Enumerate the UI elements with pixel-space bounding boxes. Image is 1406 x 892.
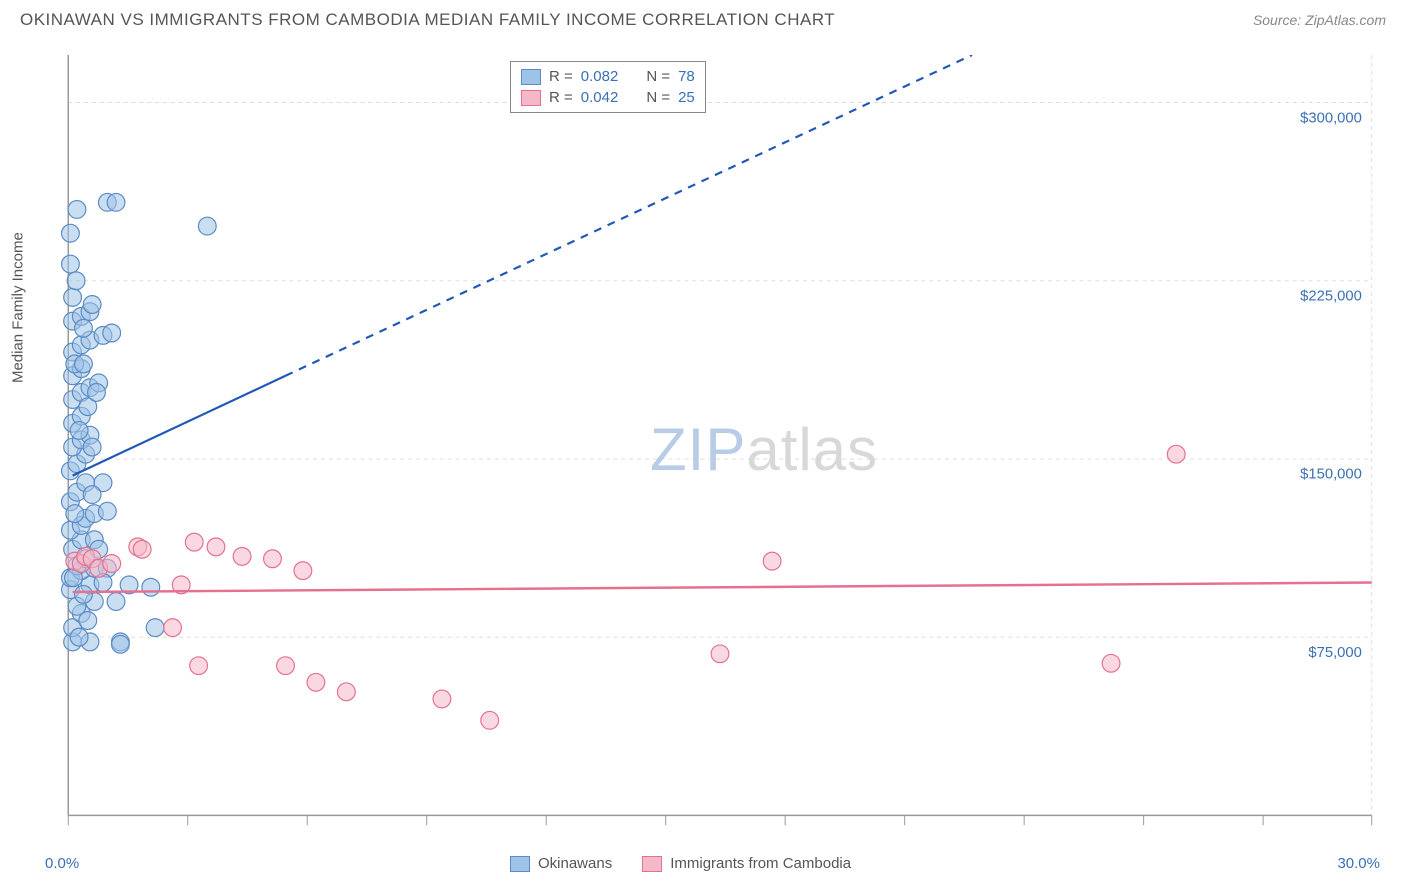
- data-point: [185, 533, 203, 551]
- y-tick-label: $225,000: [1300, 288, 1362, 304]
- data-point: [207, 538, 225, 556]
- data-point: [62, 255, 80, 273]
- legend-r-label: R =: [549, 89, 573, 106]
- trend-line: [73, 583, 1372, 593]
- data-point: [142, 578, 160, 596]
- data-point: [79, 612, 97, 630]
- data-point: [98, 502, 116, 520]
- data-point: [83, 296, 101, 314]
- chart-title: OKINAWAN VS IMMIGRANTS FROM CAMBODIA MED…: [20, 10, 835, 30]
- y-tick-label: $75,000: [1308, 645, 1362, 661]
- legend-swatch: [521, 90, 541, 106]
- data-point: [164, 619, 182, 637]
- data-point: [66, 505, 84, 523]
- data-point: [433, 690, 451, 708]
- data-point: [146, 619, 164, 637]
- data-point: [103, 555, 121, 573]
- legend-series-item: Immigrants from Cambodia: [642, 855, 851, 872]
- data-point: [1167, 445, 1185, 463]
- data-point: [264, 550, 282, 568]
- data-point: [67, 272, 85, 290]
- legend-series-item: Okinawans: [510, 855, 612, 872]
- data-point: [233, 547, 251, 565]
- x-tick-min: 0.0%: [45, 855, 79, 872]
- data-point: [190, 657, 208, 675]
- x-tick-max: 30.0%: [1337, 855, 1380, 872]
- legend-series-label: Immigrants from Cambodia: [670, 855, 851, 872]
- data-point: [107, 193, 125, 211]
- legend-n-label: N =: [646, 89, 670, 106]
- data-point: [307, 673, 325, 691]
- data-point: [294, 562, 312, 580]
- data-point: [763, 552, 781, 570]
- data-point: [75, 355, 93, 373]
- chart-source: Source: ZipAtlas.com: [1253, 12, 1386, 28]
- data-point: [481, 711, 499, 729]
- data-point: [70, 628, 88, 646]
- data-point: [83, 438, 101, 456]
- y-axis-label: Median Family Income: [10, 232, 27, 383]
- y-tick-label: $300,000: [1300, 110, 1362, 126]
- chart-container: Median Family Income $75,000$150,000$225…: [50, 55, 1390, 845]
- data-point: [1102, 654, 1120, 672]
- legend-swatch: [642, 856, 662, 872]
- legend-series: Okinawans Immigrants from Cambodia: [510, 855, 851, 872]
- data-point: [68, 201, 86, 219]
- data-point: [107, 593, 125, 611]
- data-point: [277, 657, 295, 675]
- legend-series-label: Okinawans: [538, 855, 612, 872]
- data-point: [198, 217, 216, 235]
- data-point: [88, 384, 106, 402]
- legend-r-value: 0.082: [581, 68, 619, 85]
- data-point: [711, 645, 729, 663]
- data-point: [75, 319, 93, 337]
- legend-n-label: N =: [646, 68, 670, 85]
- data-point: [112, 635, 130, 653]
- data-point: [70, 422, 88, 440]
- scatter-plot: $75,000 $150,000 $225,000 $300,000: [50, 55, 1390, 845]
- legend-n-value: 78: [678, 68, 695, 85]
- legend-r-label: R =: [549, 68, 573, 85]
- legend-r-value: 0.042: [581, 89, 619, 106]
- chart-header: OKINAWAN VS IMMIGRANTS FROM CAMBODIA MED…: [0, 0, 1406, 35]
- data-point: [75, 586, 93, 604]
- legend-swatch: [521, 69, 541, 85]
- data-point: [337, 683, 355, 701]
- data-point: [83, 486, 101, 504]
- legend-stats-row: R = 0.042 N = 25: [521, 87, 695, 108]
- legend-stats: R = 0.082 N = 78 R = 0.042 N = 25: [510, 61, 706, 113]
- data-point: [62, 224, 80, 242]
- legend-stats-row: R = 0.082 N = 78: [521, 66, 695, 87]
- y-tick-label: $150,000: [1300, 467, 1362, 483]
- legend-swatch: [510, 856, 530, 872]
- data-point: [64, 288, 82, 306]
- data-point: [133, 540, 151, 558]
- legend-n-value: 25: [678, 89, 695, 106]
- data-point: [103, 324, 121, 342]
